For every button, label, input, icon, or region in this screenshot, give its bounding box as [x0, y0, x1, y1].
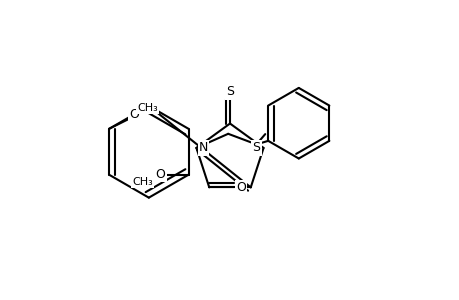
Text: O: O [155, 168, 165, 181]
Text: S: S [252, 141, 260, 154]
Text: N: N [198, 141, 208, 154]
Text: O: O [129, 108, 139, 121]
Text: S: S [225, 85, 234, 98]
Text: CH₃: CH₃ [137, 103, 158, 112]
Text: O: O [235, 181, 246, 194]
Text: CH₃: CH₃ [132, 177, 153, 187]
